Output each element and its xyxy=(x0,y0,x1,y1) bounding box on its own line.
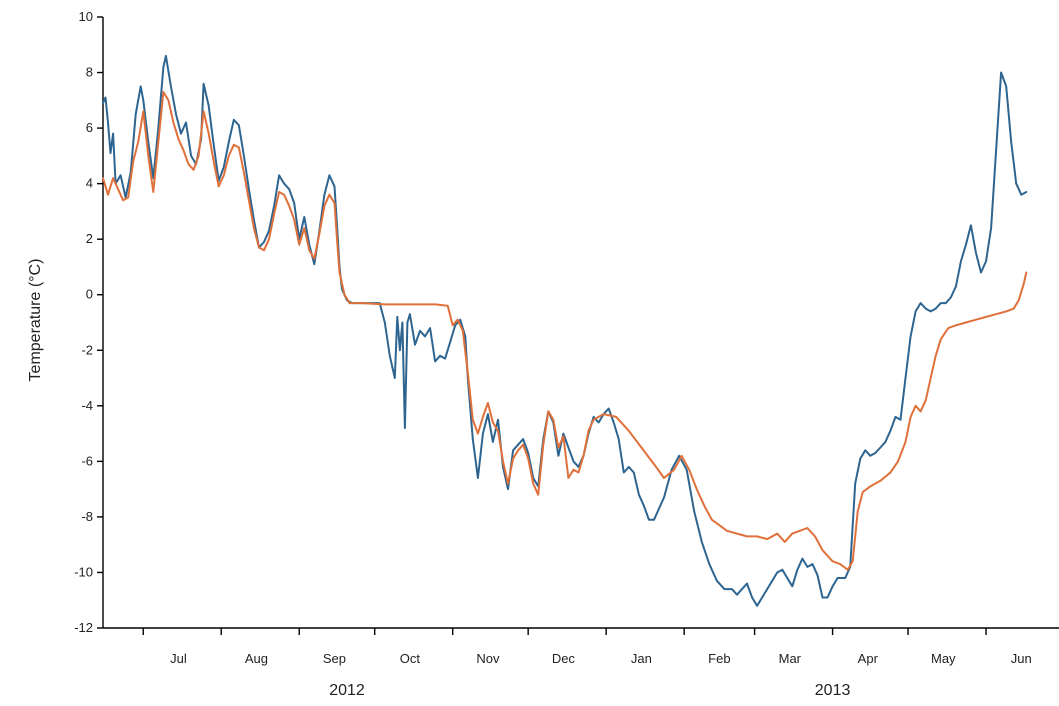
x-tick-label: Dec xyxy=(552,651,576,666)
y-axis-ticks: -12 -10 -8 -6 -4 -2 0 2 4 6 8 10 xyxy=(74,9,103,635)
year-label: 2013 xyxy=(815,682,851,699)
y-tick-label: -10 xyxy=(74,564,93,579)
y-tick-label: 2 xyxy=(86,231,93,246)
x-tick-label: Aug xyxy=(245,651,268,666)
x-tick-label: May xyxy=(931,651,956,666)
y-tick-label: -12 xyxy=(74,620,93,635)
x-tick-label: Jan xyxy=(631,651,652,666)
x-tick-label: Nov xyxy=(476,651,500,666)
x-tick-label: Mar xyxy=(779,651,802,666)
year-label: 2012 xyxy=(329,682,365,699)
y-tick-label: 6 xyxy=(86,120,93,135)
series-line-1 xyxy=(102,54,1028,607)
x-tick-label: Jun xyxy=(1011,651,1032,666)
x-tick-label: Jul xyxy=(170,651,187,666)
y-tick-label: 4 xyxy=(86,176,93,191)
x-tick-label: Apr xyxy=(858,651,879,666)
y-tick-label: 0 xyxy=(86,287,93,302)
y-tick-label: 8 xyxy=(86,65,93,80)
series-line-2 xyxy=(102,91,1028,571)
x-tick-label: Oct xyxy=(400,651,421,666)
y-tick-label: -8 xyxy=(81,509,93,524)
y-tick-label: -4 xyxy=(81,398,93,413)
y-axis-title: Temperature (°C) xyxy=(27,259,44,382)
y-tick-label: -6 xyxy=(81,453,93,468)
series-lines xyxy=(102,54,1028,607)
x-tick-label: Feb xyxy=(708,651,730,666)
y-tick-label: -2 xyxy=(81,342,93,357)
y-tick-label: 10 xyxy=(79,9,93,24)
x-axis-ticks: Jul Aug Sep Oct Nov Dec Jan Feb Mar Apr May Jun 2012… xyxy=(142,628,1032,699)
x-tick-label: Sep xyxy=(323,651,346,666)
